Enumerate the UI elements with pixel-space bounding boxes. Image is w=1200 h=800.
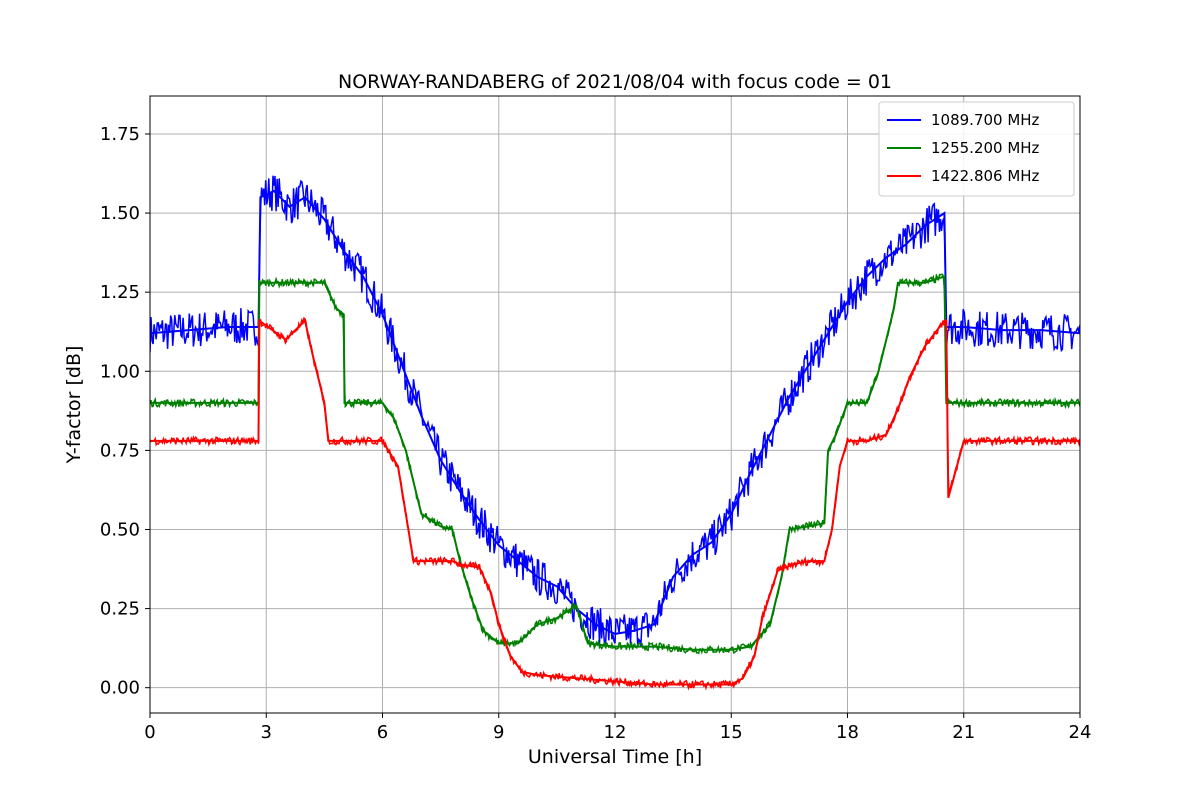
x-axis: 0 3 6 9 12 15 18 21 24	[144, 713, 1091, 743]
y-tick-label: 1.50	[100, 203, 140, 224]
series-1-line	[150, 175, 1080, 648]
x-tick-label: 18	[836, 722, 859, 743]
y-tick-label: 0.50	[100, 519, 140, 540]
x-tick-label: 3	[261, 722, 272, 743]
series-2-trend	[150, 275, 1080, 651]
series-3-trend	[150, 318, 1080, 686]
series-1-trend	[150, 189, 1080, 635]
legend-label: 1255.200 MHz	[931, 139, 1040, 157]
legend-label: 1422.806 MHz	[931, 167, 1040, 185]
y-axis: 0.00 0.25 0.50 0.75 1.00 1.25 1.50 1.75	[100, 124, 150, 699]
x-tick-label: 21	[952, 722, 975, 743]
x-tick-label: 0	[144, 722, 155, 743]
x-tick-label: 15	[720, 722, 743, 743]
x-tick-label: 9	[493, 722, 504, 743]
legend-label: 1089.700 MHz	[931, 111, 1040, 129]
y-tick-label: 1.00	[100, 361, 140, 382]
y-tick-label: 1.25	[100, 282, 140, 303]
legend-box	[878, 101, 1075, 197]
chart-title: NORWAY-RANDABERG of 2021/08/04 with focu…	[338, 71, 892, 93]
y-tick-label: 0.00	[100, 678, 140, 699]
y-tick-label: 1.75	[100, 124, 140, 145]
x-axis-label: Universal Time [h]	[528, 746, 702, 768]
x-tick-label: 24	[1069, 722, 1092, 743]
x-tick-label: 12	[604, 722, 627, 743]
legend: 1089.700 MHz 1255.200 MHz 1422.806 MHz	[878, 101, 1075, 197]
y-tick-label: 0.25	[100, 599, 140, 620]
series-3-line	[150, 316, 1080, 691]
y-axis-label: Y-factor [dB]	[63, 346, 85, 465]
series-layer	[150, 175, 1080, 691]
x-tick-label: 6	[377, 722, 388, 743]
y-tick-label: 0.75	[100, 440, 140, 461]
